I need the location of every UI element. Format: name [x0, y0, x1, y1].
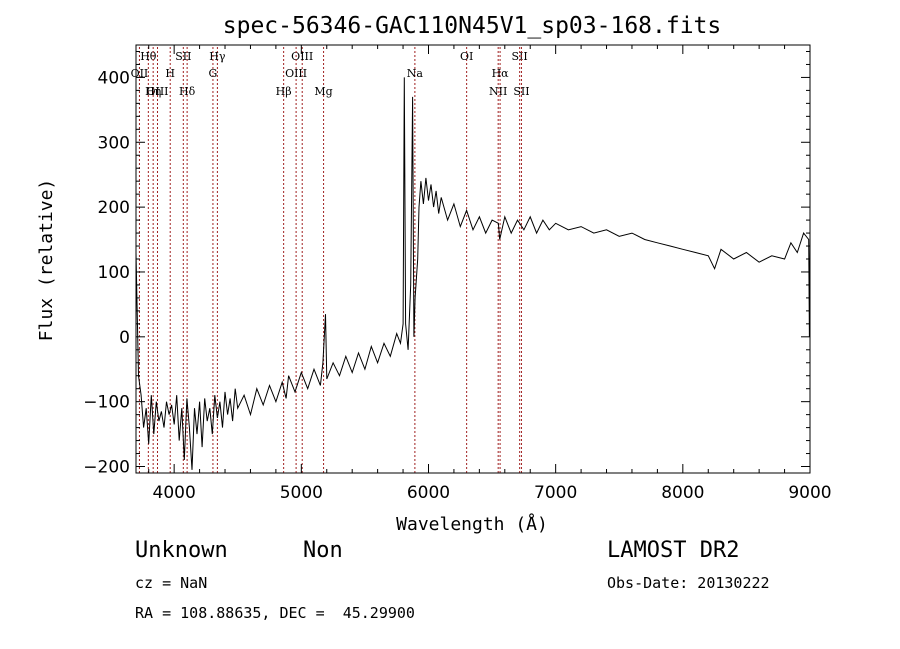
plot-frame	[135, 44, 811, 474]
x-axis: 4000 5000 6000 7000 8000 9000	[148, 45, 832, 503]
x-tick-label-4: 8000	[661, 483, 704, 503]
y-tick-label-3: 100	[98, 263, 130, 283]
x-axis-label: Wavelength (Å)	[396, 513, 548, 535]
y-tick-label-0: −200	[83, 458, 130, 478]
line-label-16: NII	[489, 85, 507, 98]
line-label-11: Hβ	[276, 85, 292, 98]
line-label-15: Hα	[492, 67, 510, 80]
line-label-3: Hη	[145, 85, 161, 98]
x-tick-label-5: 9000	[788, 483, 831, 503]
spectrum-chart: spec-56346-GAC110N45V1_sp03-168.fits Hθ O…	[36, 13, 832, 535]
redshift-cz: cz = NaN	[135, 574, 208, 592]
y-tick-label-1: −100	[83, 393, 130, 413]
ra-dec: RA = 108.88635, DEC = 45.29900	[135, 604, 415, 622]
observation-date: Obs-Date: 20130222	[607, 574, 770, 592]
line-label-9: OIII	[291, 50, 313, 63]
line-label-8: G	[209, 67, 218, 80]
x-tick-label-2: 6000	[407, 483, 450, 503]
y-tick-label-2: 0	[119, 328, 130, 348]
line-label-17: SII	[512, 50, 528, 63]
y-tick-label-4: 200	[98, 198, 130, 218]
spectrum-series	[135, 77, 811, 470]
line-label-7: Hγ	[209, 50, 226, 63]
y-tick-label-6: 400	[98, 68, 130, 88]
chart-title: spec-56346-GAC110N45V1_sp03-168.fits	[223, 13, 722, 39]
y-axis: −200 −100 0 100 200 300 400	[83, 50, 810, 478]
line-label-4: H	[165, 67, 175, 80]
line-label-6: Hδ	[179, 85, 196, 98]
survey-name: LAMOST DR2	[607, 538, 740, 563]
line-label-13: Na	[407, 67, 424, 80]
x-tick-label-0: 4000	[153, 483, 196, 503]
line-label-5: SII	[175, 50, 191, 63]
x-tick-label-1: 5000	[280, 483, 323, 503]
line-label-14: OI	[460, 50, 473, 63]
y-axis-label: Flux (relative)	[36, 179, 57, 342]
object-subclass: Non	[303, 538, 343, 563]
line-label-0: Hθ	[140, 50, 157, 63]
line-label-2: OIII	[146, 85, 168, 98]
y-tick-label-5: 300	[98, 133, 130, 153]
object-class: Unknown	[135, 538, 228, 563]
line-label-10: OIII	[285, 67, 307, 80]
line-label-18: SII	[513, 85, 529, 98]
line-label-12: Mg	[314, 85, 332, 98]
spectrum-line-0	[135, 77, 811, 470]
line-label-1: OII	[131, 67, 149, 80]
x-tick-label-3: 7000	[534, 483, 577, 503]
